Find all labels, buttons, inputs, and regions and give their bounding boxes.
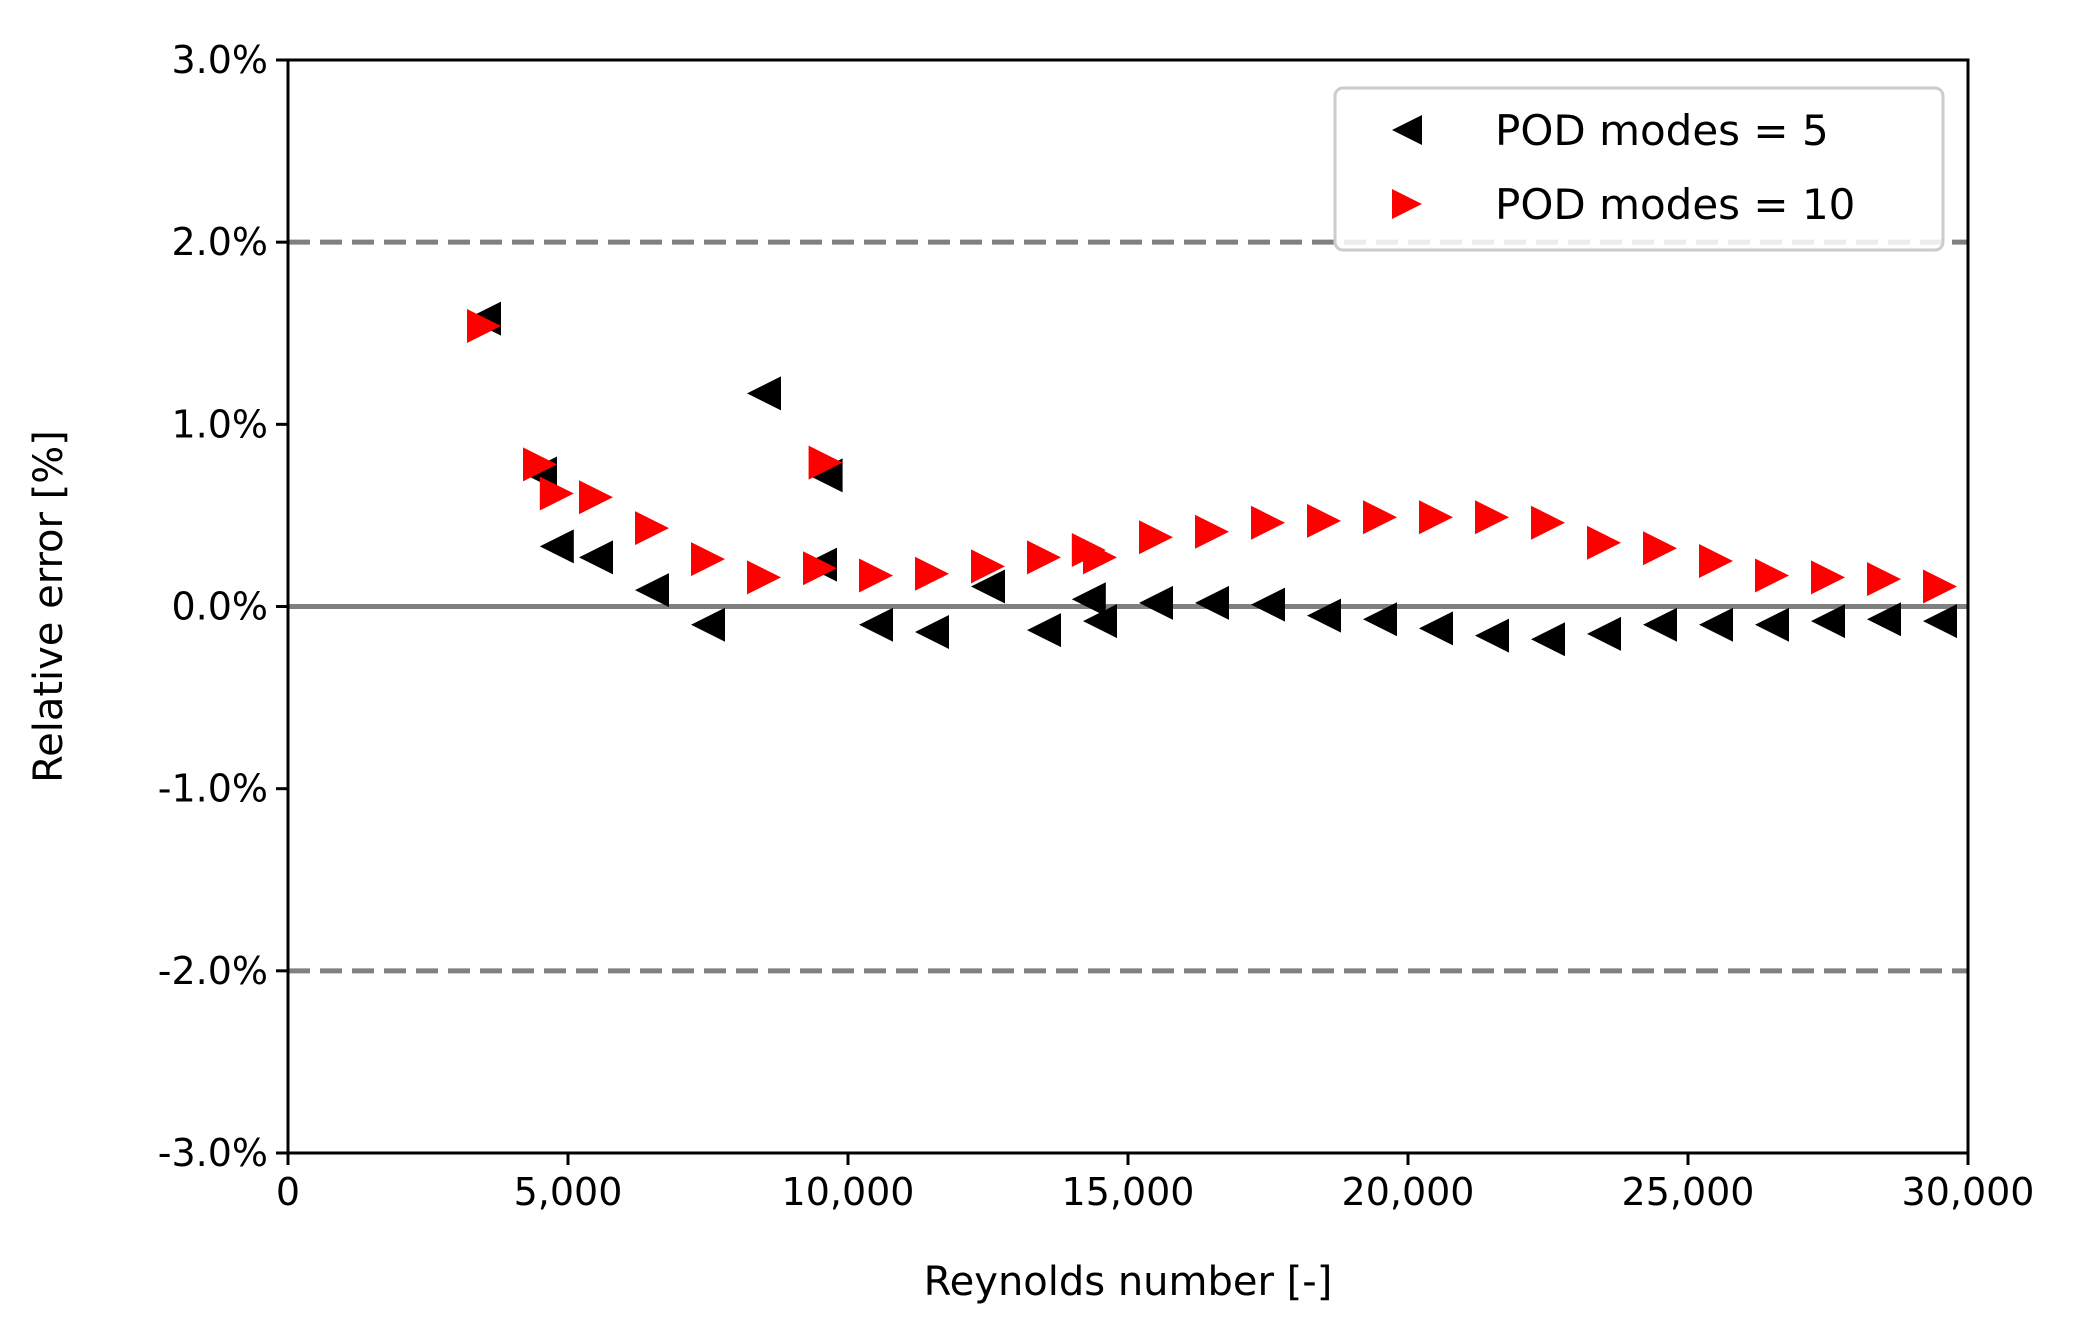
- data-point: [1587, 616, 1621, 651]
- data-point: [1139, 520, 1173, 555]
- legend-marker: [1392, 115, 1422, 145]
- legend-label: POD modes = 10: [1495, 180, 1855, 229]
- data-point: [579, 480, 613, 515]
- x-axis-title: Reynolds number [-]: [924, 1259, 1333, 1305]
- x-tick-label: 10,000: [782, 1170, 915, 1214]
- y-axis: 3.0% 2.0% 1.0% 0.0% -1.0% -2.0% -3.0%: [158, 38, 288, 1175]
- y-tick-label: 0.0%: [171, 585, 268, 629]
- legend: POD modes = 5 POD modes = 10: [1333, 86, 1945, 252]
- data-point: [1923, 569, 1957, 604]
- data-point: [1531, 622, 1565, 657]
- data-point: [1307, 503, 1341, 538]
- data-point: [1251, 505, 1285, 540]
- data-point: [539, 476, 574, 511]
- x-tick-label: 5,000: [514, 1170, 623, 1214]
- data-point: [691, 542, 725, 577]
- data-point: [523, 447, 557, 482]
- data-point: [915, 556, 949, 591]
- x-tick-label: 15,000: [1062, 1170, 1195, 1214]
- data-point: [1139, 585, 1173, 620]
- data-point: [1475, 500, 1509, 535]
- data-point: [1419, 500, 1453, 535]
- legend-marker: [1392, 189, 1422, 219]
- data-point: [971, 569, 1005, 604]
- y-tick-label: 2.0%: [171, 220, 268, 264]
- data-point: [1363, 602, 1397, 637]
- data-point: [1027, 613, 1061, 648]
- reference-lines: [288, 239, 1968, 974]
- series-pod-modes-10: [467, 308, 1957, 604]
- y-tick-label: 1.0%: [171, 402, 268, 446]
- series-pod-modes-5: [467, 301, 1957, 657]
- data-point: [1083, 604, 1117, 639]
- data-point: [1699, 543, 1733, 578]
- data-point: [1867, 602, 1901, 637]
- data-point: [1643, 531, 1677, 566]
- data-point: [467, 308, 501, 343]
- data-point: [747, 376, 781, 411]
- data-point: [803, 551, 837, 586]
- data-point: [859, 558, 893, 593]
- data-point: [859, 607, 893, 642]
- data-point: [1643, 607, 1677, 642]
- data-point: [1195, 514, 1229, 549]
- data-point: [691, 607, 725, 642]
- data-point: [1587, 525, 1621, 560]
- legend-label: POD modes = 5: [1495, 106, 1829, 155]
- data-point: [1811, 604, 1845, 639]
- data-point: [915, 615, 949, 650]
- y-tick-label: -1.0%: [158, 767, 268, 811]
- legend-box: [1333, 86, 1945, 252]
- data-point: [1083, 540, 1117, 575]
- x-tick-label: 25,000: [1622, 1170, 1755, 1214]
- data-point: [1699, 607, 1733, 642]
- data-point: [971, 549, 1005, 584]
- x-axis: 0 5,000 10,000 15,000 20,000 25,000 30,000: [276, 1153, 2035, 1214]
- data-point: [1923, 604, 1957, 639]
- data-point: [1811, 560, 1845, 595]
- data-point: [1195, 585, 1229, 620]
- data-point: [1475, 618, 1509, 653]
- y-tick-label: 3.0%: [171, 38, 268, 82]
- y-tick-label: -3.0%: [158, 1131, 268, 1175]
- data-point: [1867, 562, 1901, 597]
- plot-frame: [286, 58, 1970, 1155]
- data-point: [539, 529, 574, 564]
- data-point: [1363, 500, 1397, 535]
- data-point: [808, 458, 843, 493]
- data-point: [1419, 611, 1453, 646]
- data-markers: [467, 301, 1957, 657]
- data-point: [747, 560, 781, 595]
- data-point: [1071, 582, 1106, 617]
- data-point: [635, 573, 669, 608]
- data-point: [635, 511, 669, 546]
- data-point: [1755, 607, 1789, 642]
- data-point: [1251, 587, 1285, 622]
- data-point: [579, 540, 613, 575]
- data-point: [1755, 558, 1789, 593]
- data-point: [1027, 540, 1061, 575]
- x-tick-label: 0: [276, 1170, 300, 1214]
- x-tick-label: 20,000: [1342, 1170, 1475, 1214]
- x-tick-label: 30,000: [1902, 1170, 2035, 1214]
- y-axis-title: Relative error [%]: [26, 430, 72, 783]
- data-point: [1531, 505, 1565, 540]
- y-tick-label: -2.0%: [158, 949, 268, 993]
- data-point: [808, 445, 843, 480]
- data-point: [1307, 598, 1341, 633]
